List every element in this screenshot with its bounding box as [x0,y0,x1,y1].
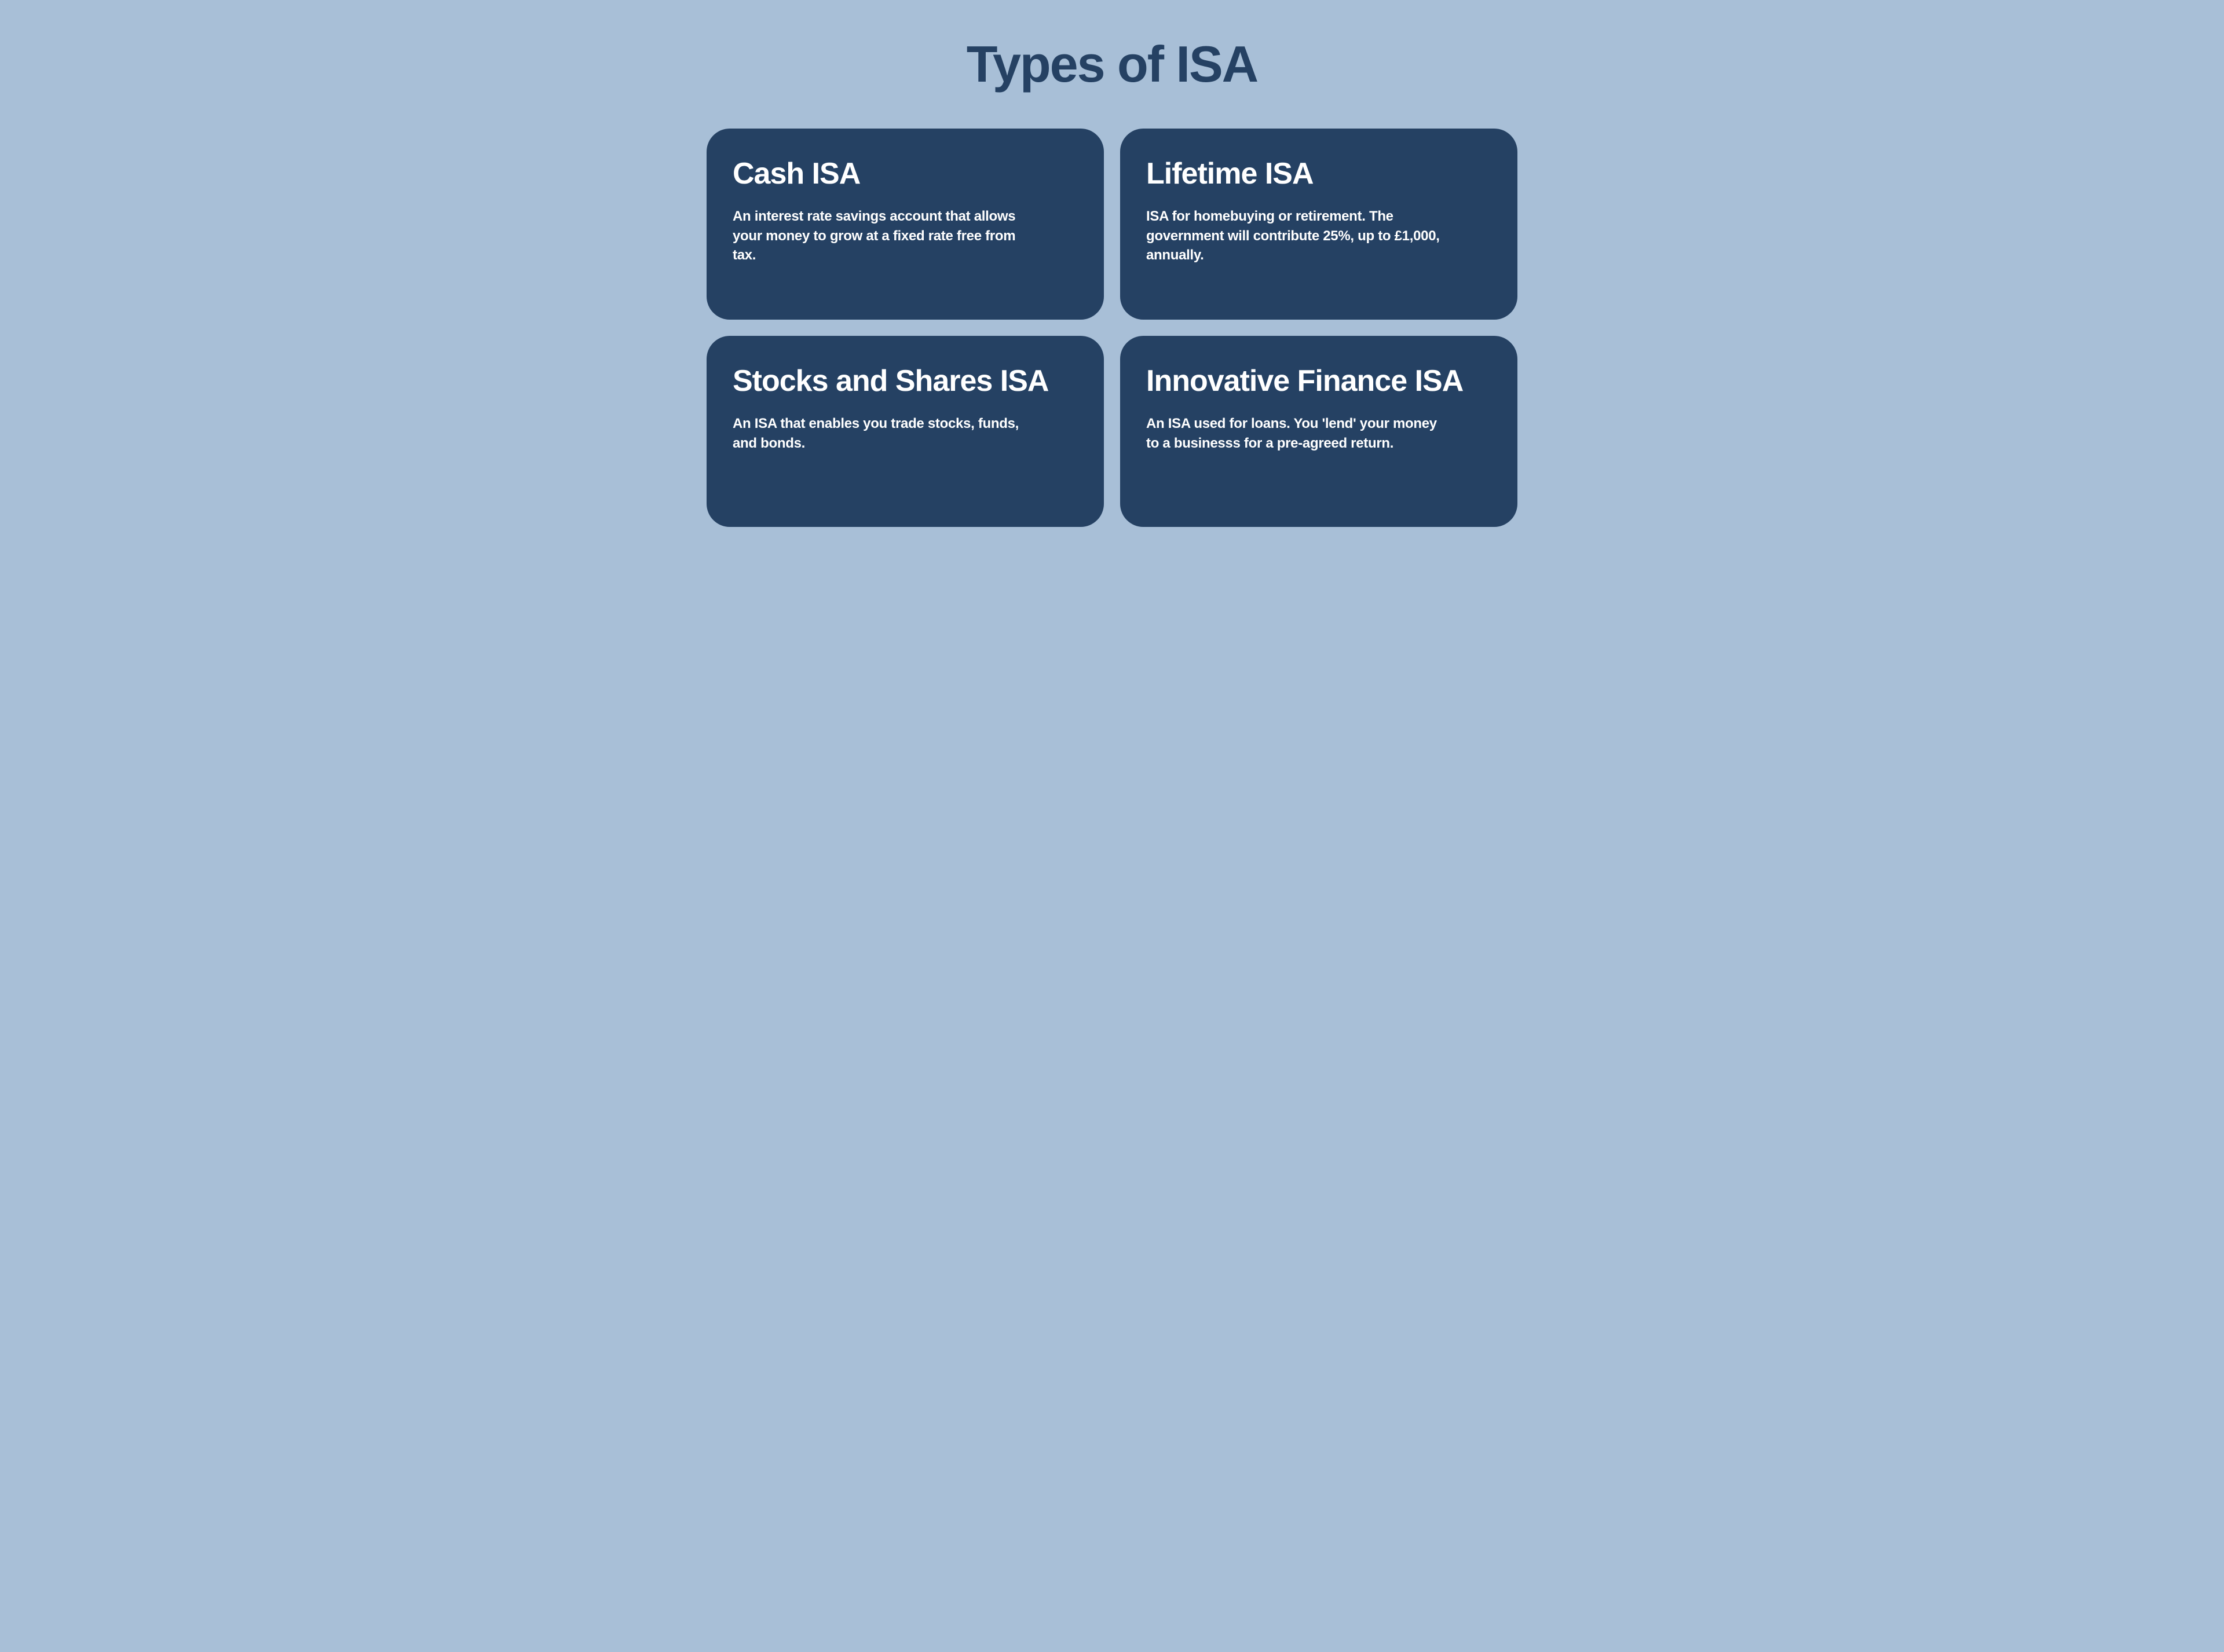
page-title: Types of ISA [46,35,2178,94]
card-lifetime-isa: Lifetime ISA ISA for homebuying or retir… [1120,129,1517,320]
card-title: Innovative Finance ISA [1146,365,1491,398]
card-description: An ISA used for loans. You 'lend' your m… [1146,414,1447,453]
card-title: Cash ISA [733,157,1078,191]
card-description: An interest rate savings account that al… [733,207,1034,265]
card-title: Lifetime ISA [1146,157,1491,191]
card-description: ISA for homebuying or retirement. The go… [1146,207,1447,265]
cards-grid: Cash ISA An interest rate savings accoun… [707,129,1517,527]
card-title: Stocks and Shares ISA [733,365,1078,398]
card-innovative-finance-isa: Innovative Finance ISA An ISA used for l… [1120,336,1517,527]
card-stocks-shares-isa: Stocks and Shares ISA An ISA that enable… [707,336,1104,527]
card-description: An ISA that enables you trade stocks, fu… [733,414,1034,453]
card-cash-isa: Cash ISA An interest rate savings accoun… [707,129,1104,320]
